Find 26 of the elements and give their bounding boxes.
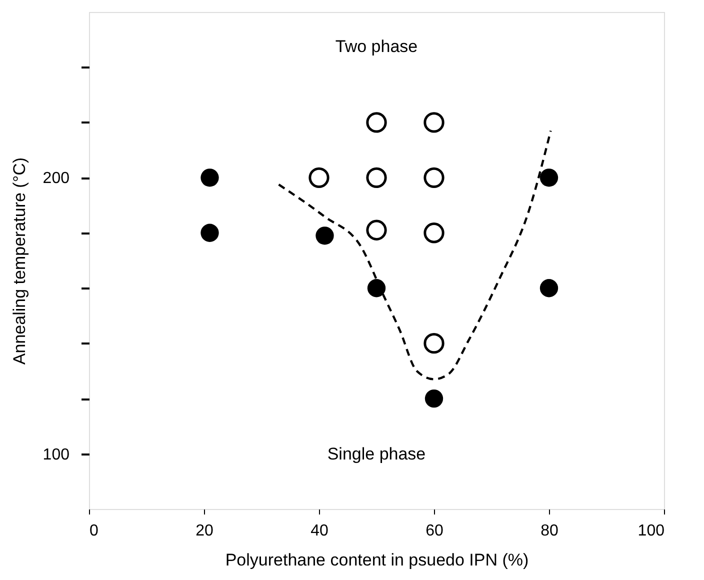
annotation: Two phase xyxy=(335,36,418,56)
y-axis-title: Annealing temperature (°C) xyxy=(10,157,29,365)
point xyxy=(316,226,334,245)
point xyxy=(366,112,387,133)
x-tick-label: 80 xyxy=(540,522,558,540)
x-tick-label: 20 xyxy=(196,522,214,540)
point xyxy=(540,168,558,187)
x-tick-label: 40 xyxy=(310,522,328,540)
x-tick-label: 100 xyxy=(638,522,665,540)
annotation: Single phase xyxy=(327,444,426,464)
x-tick-label: 60 xyxy=(426,522,444,540)
point xyxy=(424,389,444,408)
point xyxy=(200,224,219,242)
point xyxy=(366,220,387,240)
point xyxy=(200,168,219,187)
y-tick-label: 200 xyxy=(42,170,70,188)
point xyxy=(424,167,444,188)
x-tick-label: 0 xyxy=(90,522,98,540)
point xyxy=(540,279,558,298)
point xyxy=(424,222,444,244)
point xyxy=(308,167,330,188)
point xyxy=(424,112,444,133)
point xyxy=(367,279,386,298)
point xyxy=(424,333,444,354)
point xyxy=(366,167,387,188)
x-axis-title: Polyurethane content in psuedo IPN (%) xyxy=(225,550,529,570)
